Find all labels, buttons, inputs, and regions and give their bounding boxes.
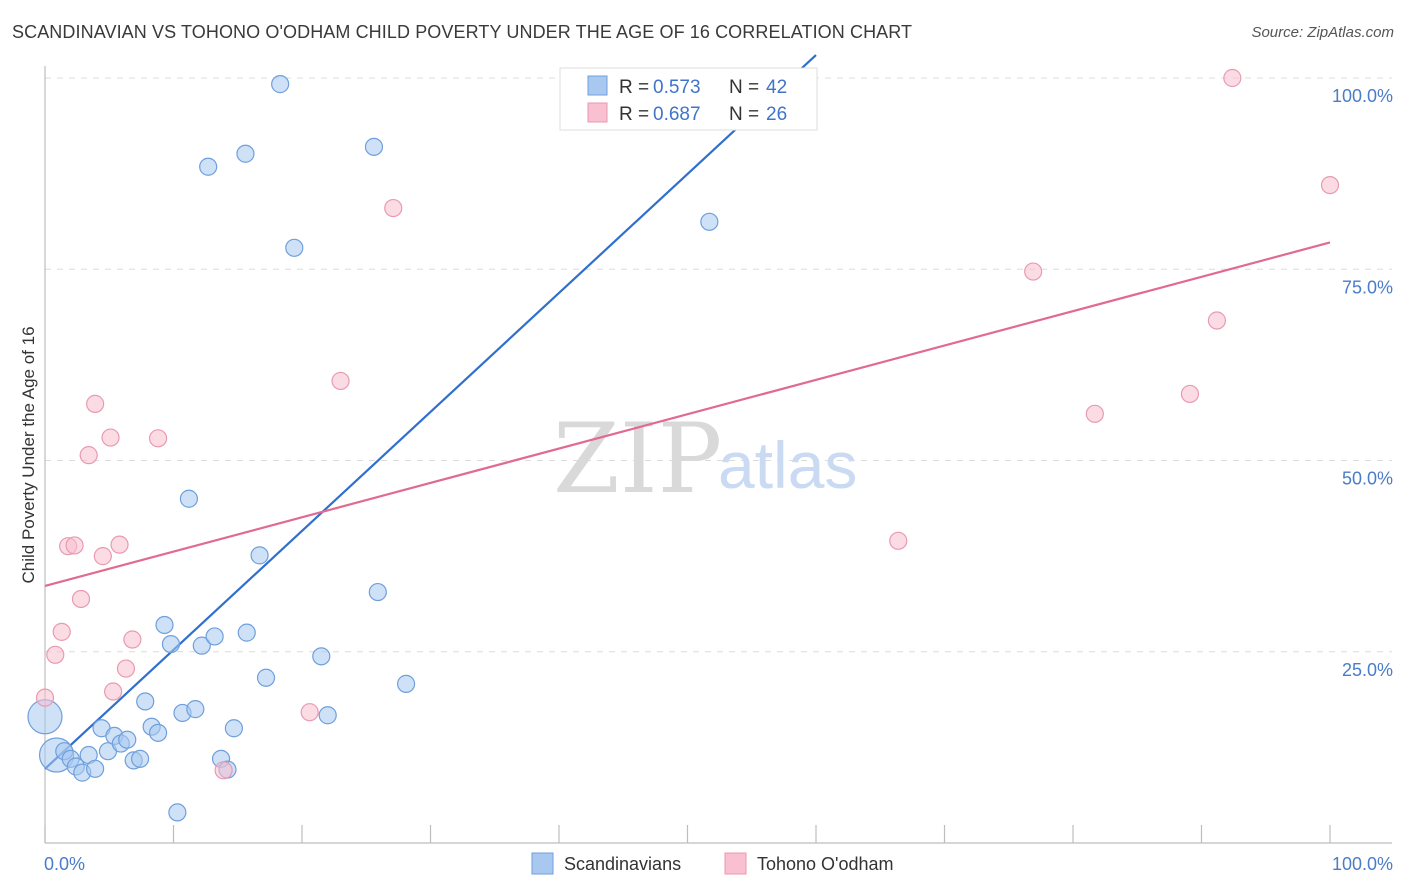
legend-r-label: R = [619,77,649,98]
scandinavian-point [318,706,337,725]
tohono-point [1223,68,1242,88]
series-label-scandinavians: Scandinavians [564,854,681,874]
tohono-point [1320,176,1340,195]
y-tick-label: 50.0% [1342,469,1393,489]
tohono-point [86,394,105,413]
tohono-point [79,446,98,465]
scandinavian-point [250,546,269,565]
scandinavian-point [118,730,137,749]
tohono-point [1024,262,1043,281]
watermark: ZIP atlas [553,403,857,515]
tohono-point [71,589,91,609]
legend-r-label: R = [619,104,649,125]
scandinavian-point [396,674,416,693]
tohono-point [123,630,142,649]
legend-swatch-scandinavians [587,75,608,96]
tohono-trend-line [44,241,1331,588]
chart-title: SCANDINAVIAN VS TOHONO O'ODHAM CHILD POV… [12,22,913,42]
legend-swatch-tohono [587,102,608,123]
scandinavian-point [161,634,181,654]
scandinavian-point [237,623,256,642]
watermark-zip: ZIP [553,403,722,515]
series-swatch-tohono [724,852,747,875]
tohono-point [214,761,233,780]
tohono-point [101,428,120,447]
legend-n-value: 42 [766,77,787,98]
series-label-tohono: Tohono O'odham [757,854,894,874]
tohono-point [93,547,112,566]
source-credit: Source: ZipAtlas.com [1251,24,1394,41]
scandinavian-point [155,615,174,635]
y-tick-label: 25.0% [1342,660,1393,680]
gridlines [45,77,1392,653]
y-tick-label: 100.0% [1332,86,1393,106]
scandinavian-point [186,700,205,719]
scandinavian-point [256,668,276,687]
tohono-point [148,429,168,448]
legend-n-value: 26 [766,104,787,125]
scandinavian-point [179,489,199,508]
scandinavian-point [368,582,387,602]
scandinavian-point [205,627,224,646]
y-axis-label: Child Poverty Under the Age of 16 [19,326,38,583]
y-tick-label: 75.0% [1342,277,1393,297]
tohono-point [300,703,319,722]
legend-n-label: N = [729,77,759,98]
scandinavian-point [285,238,304,257]
scandinavian-point [224,719,243,738]
scandinavian-point [192,636,211,655]
watermark-atlas: atlas [718,428,857,502]
scandinavian-point [312,647,331,666]
data-points [27,68,1340,822]
legend-r-value: 0.573 [653,77,701,98]
tohono-point [1180,384,1200,404]
tohono-point [889,531,908,550]
tohono-point [1207,311,1227,330]
scandinavian-point [199,157,218,176]
tohono-point [384,198,403,218]
tohono-point [65,536,84,555]
legend: R = 0.573 N = 42 R = 0.687 N = 26 [559,67,818,131]
tohono-point [116,659,136,678]
scandinavian-point [148,723,168,742]
tohono-point [104,682,123,701]
scandinavian-point [136,692,155,711]
scandinavian-point [700,212,719,231]
x-tick-label: 100.0% [1332,854,1393,874]
legend-n-label: N = [729,104,759,125]
series-legend: Scandinavians Tohono O'odham [531,852,894,875]
series-swatch-scandinavians [531,852,554,875]
tohono-point [35,688,55,707]
x-tick-label: 0.0% [44,854,85,874]
scandinavian-point [236,144,255,163]
tohono-point [110,535,129,554]
scandinavian-point [130,749,150,768]
tohono-point [1085,404,1104,423]
tohono-point [331,371,350,391]
tohono-point [46,645,65,664]
scandinavian-point [364,137,384,156]
tohono-point [52,622,71,641]
scandinavian-point [86,759,105,778]
legend-r-value: 0.687 [653,104,701,125]
scandinavian-point [168,803,187,822]
scandinavian-point [271,75,290,94]
